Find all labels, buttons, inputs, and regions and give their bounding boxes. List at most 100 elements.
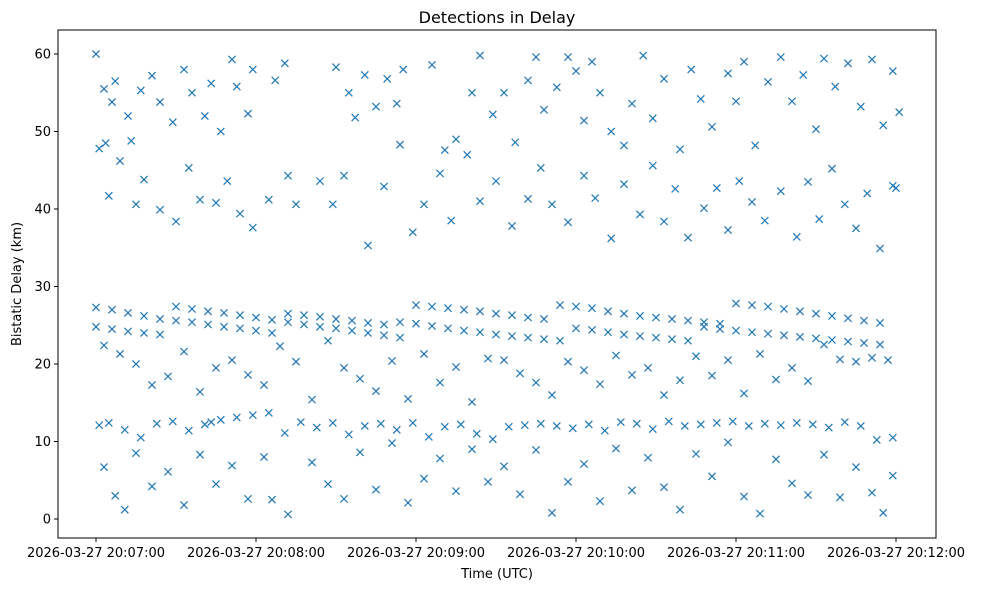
detection-point — [827, 164, 837, 173]
detection-point — [787, 97, 797, 106]
detection-point — [584, 420, 593, 429]
detection-point — [723, 438, 733, 447]
detection-point — [603, 328, 613, 337]
detection-point — [840, 418, 849, 427]
detection-point — [296, 418, 305, 427]
detection-point — [107, 325, 117, 334]
detection-point — [163, 372, 173, 381]
detection-point — [883, 356, 893, 365]
detection-point — [99, 341, 109, 350]
detection-point — [456, 420, 465, 429]
x-tick-label: 2026-03-27 20:07:00 — [27, 546, 165, 561]
detection-point — [792, 418, 801, 427]
detection-point — [811, 309, 821, 318]
detection-point — [579, 459, 589, 468]
detection-point — [211, 480, 221, 489]
detection-point — [339, 171, 349, 180]
detection-point — [427, 322, 437, 331]
detection-point — [571, 324, 581, 333]
detection-point — [147, 482, 157, 491]
detection-point — [387, 356, 397, 365]
detection-point — [259, 380, 269, 389]
detection-point — [248, 223, 257, 232]
detection-point — [699, 322, 709, 331]
detection-point — [875, 340, 885, 349]
detection-point — [392, 99, 401, 108]
detection-point — [339, 494, 349, 503]
detection-point — [131, 359, 141, 369]
detection-point — [275, 342, 285, 351]
detection-point — [123, 111, 133, 121]
detection-point — [387, 439, 397, 448]
detection-point — [411, 319, 421, 328]
detection-point — [360, 70, 369, 79]
detection-point — [315, 322, 325, 331]
detection-point — [363, 241, 373, 250]
detection-point — [523, 333, 533, 342]
detection-point — [507, 311, 517, 320]
x-axis-label: Time (UTC) — [460, 567, 533, 582]
detection-point — [760, 419, 769, 428]
detection-point — [563, 218, 573, 227]
detection-point — [259, 452, 269, 462]
detection-point — [539, 335, 549, 344]
detection-point — [771, 455, 781, 464]
detection-point — [747, 198, 757, 207]
detection-point — [392, 425, 401, 434]
detection-point — [763, 77, 773, 86]
detection-point — [136, 433, 145, 442]
detection-point — [395, 140, 405, 149]
detection-point — [483, 477, 493, 486]
detection-point — [216, 127, 225, 136]
detection-point — [639, 51, 648, 60]
detection-point — [179, 501, 189, 510]
detection-point — [323, 480, 333, 489]
x-tick-label: 2026-03-27 20:08:00 — [187, 546, 325, 561]
detection-point — [795, 307, 805, 316]
detection-point — [707, 122, 717, 131]
detection-point — [523, 194, 533, 203]
detection-point — [843, 59, 853, 68]
detection-point — [267, 328, 277, 338]
detection-point — [787, 363, 797, 372]
detection-point — [763, 302, 773, 311]
detection-point — [815, 215, 824, 224]
y-tick-label: 60 — [34, 48, 51, 63]
x-tick-label: 2026-03-27 20:09:00 — [347, 546, 485, 561]
detection-point — [587, 325, 597, 334]
detection-point — [879, 121, 888, 130]
detection-point — [139, 328, 149, 338]
detection-point — [463, 150, 472, 159]
detection-point — [419, 474, 429, 483]
detection-point — [739, 389, 749, 398]
detection-point — [475, 328, 485, 337]
detection-point — [504, 422, 513, 431]
detection-point — [235, 209, 245, 218]
detection-point — [507, 332, 517, 341]
detection-point — [595, 88, 605, 97]
detection-point — [331, 315, 341, 324]
detection-point — [187, 318, 197, 327]
y-axis: 0 10 20 30 40 50 60 — [34, 48, 58, 528]
detection-point — [95, 144, 104, 153]
detection-point — [755, 509, 765, 518]
detection-point — [427, 60, 437, 69]
detection-point — [819, 340, 829, 349]
detection-point — [107, 98, 117, 107]
detection-point — [696, 420, 705, 429]
detection-point — [360, 421, 369, 431]
detection-point — [195, 387, 205, 396]
detection-point — [251, 313, 261, 322]
detection-point — [187, 88, 197, 97]
detection-point — [184, 426, 193, 435]
detection-point — [232, 82, 241, 91]
detection-point — [851, 224, 861, 233]
detection-point — [187, 304, 197, 313]
detection-point — [95, 421, 104, 430]
detection-point — [863, 189, 872, 198]
detection-point — [163, 467, 173, 476]
detection-point — [776, 187, 785, 196]
detection-point — [147, 71, 157, 80]
detection-point — [491, 177, 501, 186]
detection-point — [511, 138, 520, 147]
